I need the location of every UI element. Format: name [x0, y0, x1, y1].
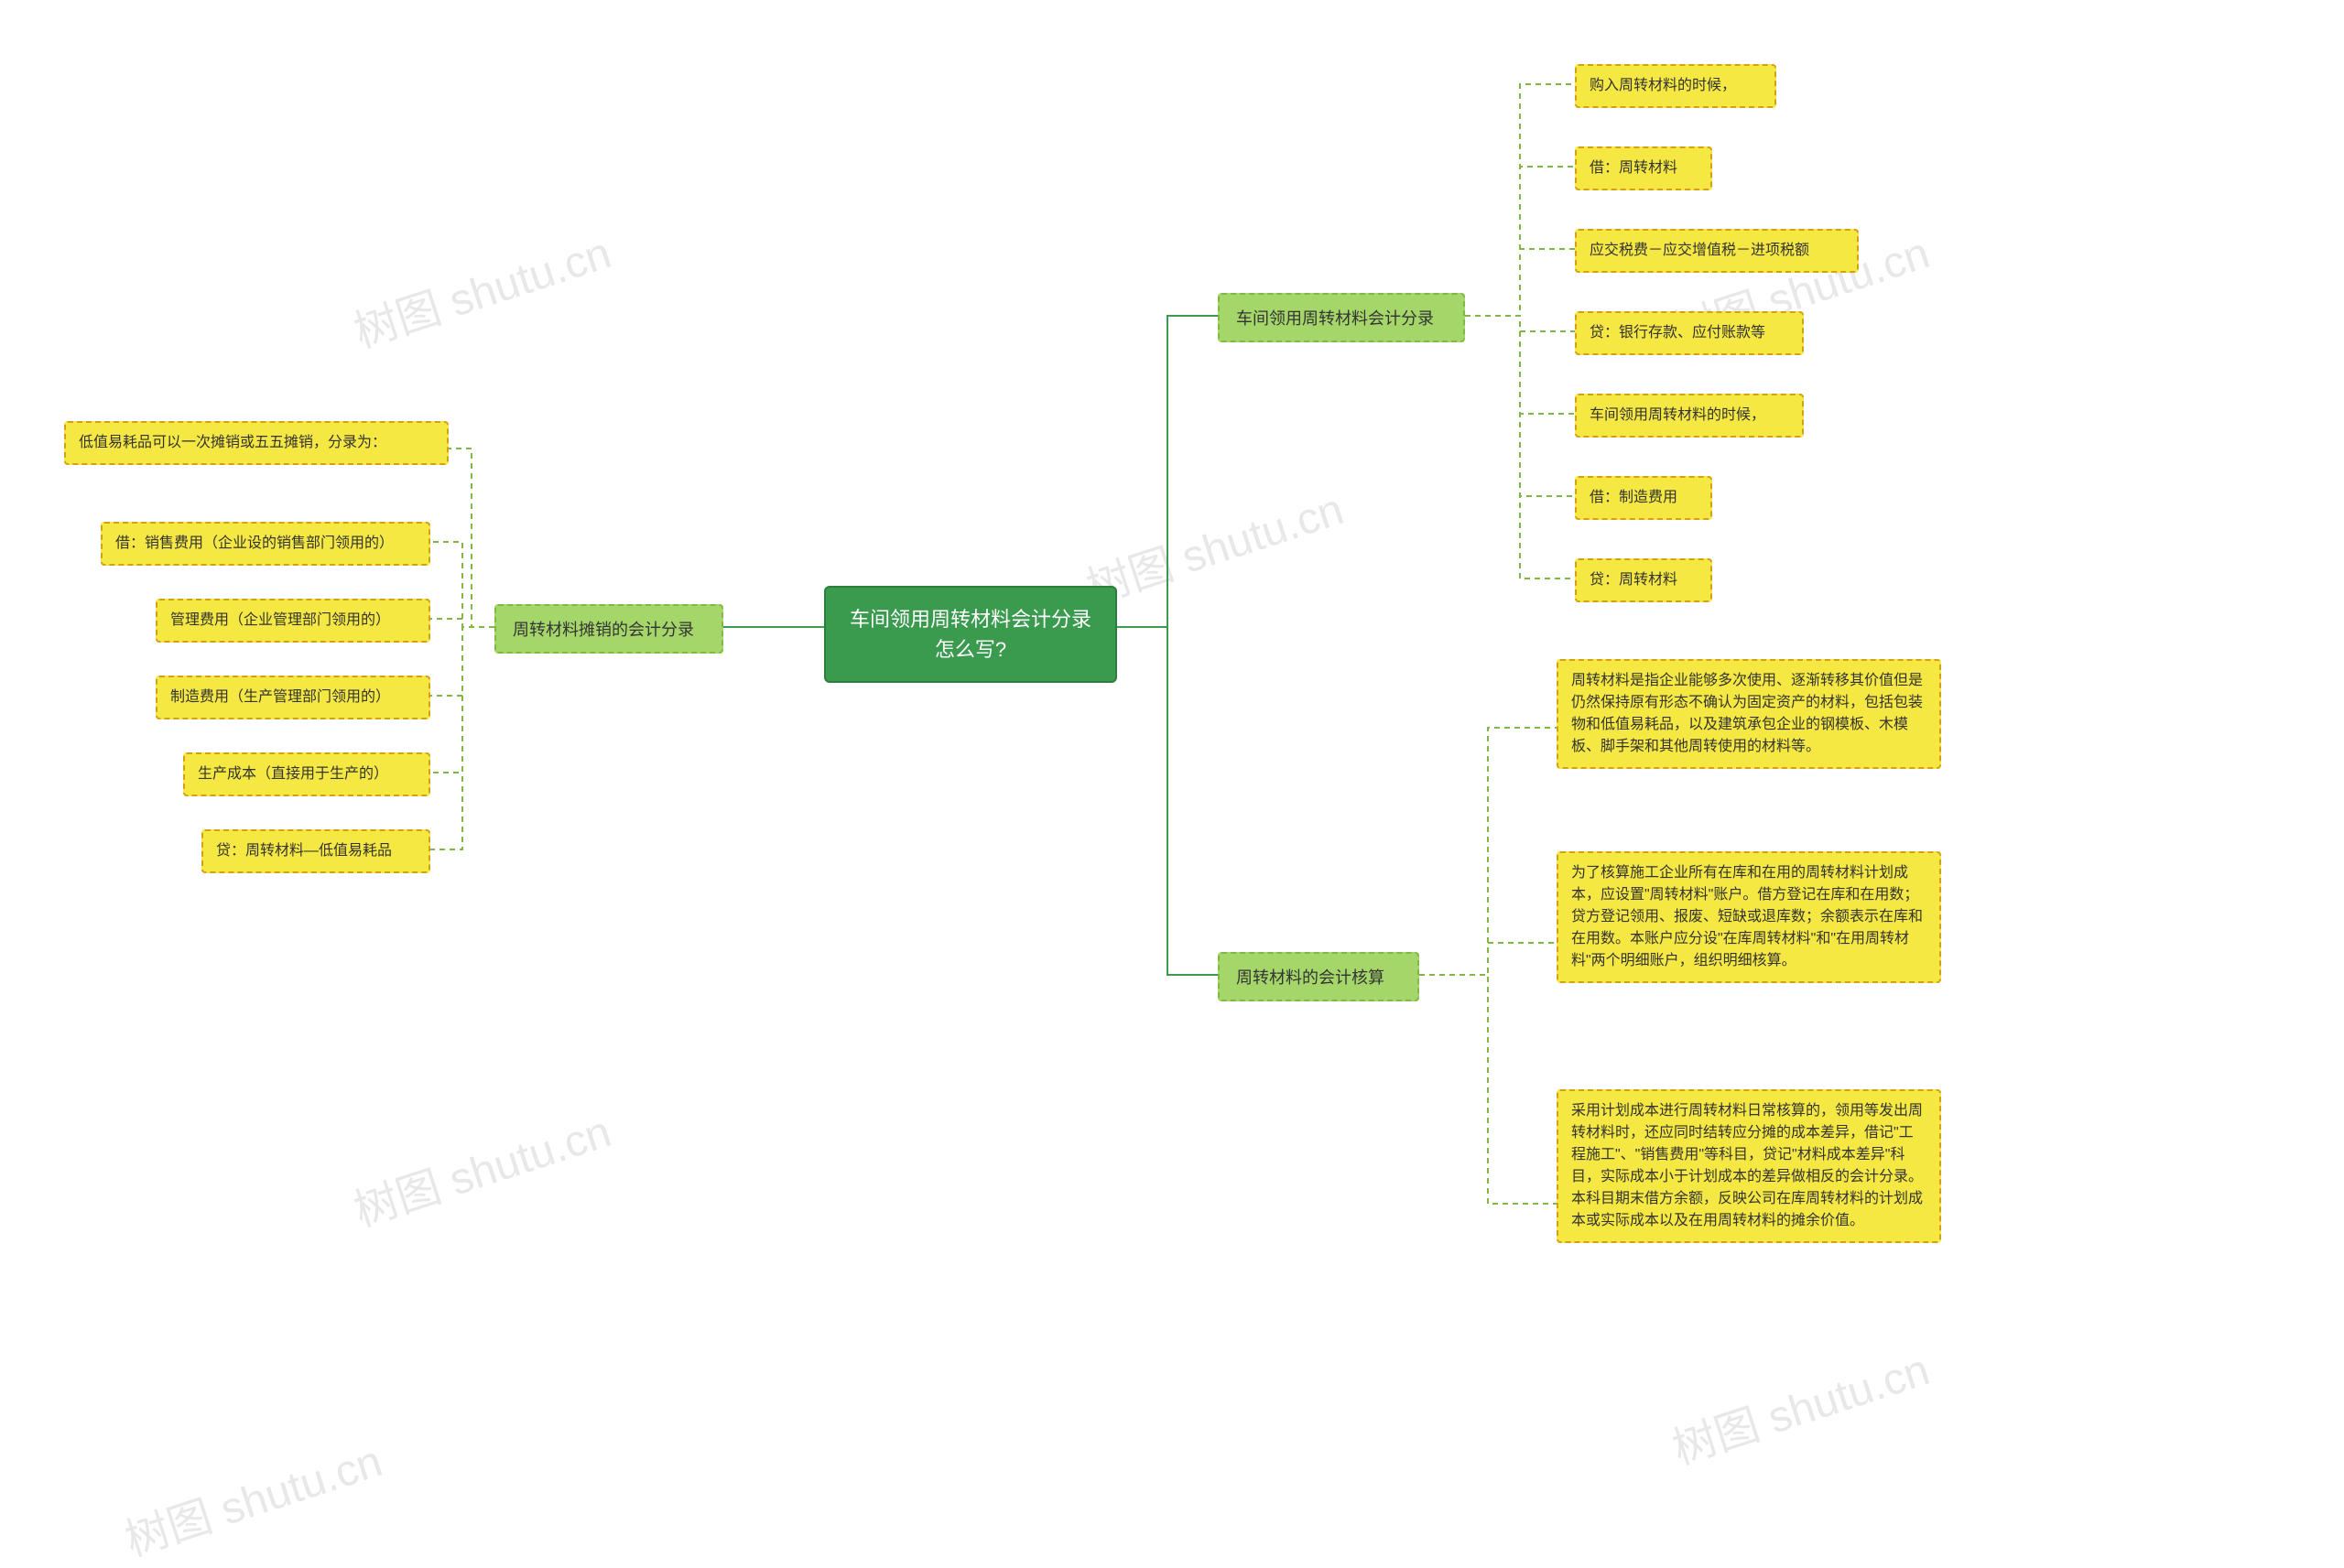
leaf-node: 车间领用周转材料的时候，: [1575, 394, 1804, 438]
leaf-node: 借：周转材料: [1575, 146, 1712, 190]
leaf-node: 管理费用（企业管理部门领用的）: [156, 599, 430, 643]
leaf-node: 贷：银行存款、应付账款等: [1575, 311, 1804, 355]
leaf-node: 周转材料是指企业能够多次使用、逐渐转移其价值但是仍然保持原有形态不确认为固定资产…: [1557, 659, 1941, 769]
leaf-node: 应交税费－应交增值税－进项税额: [1575, 229, 1859, 273]
leaf-node: 低值易耗品可以一次摊销或五五摊销，分录为：: [64, 421, 449, 465]
leaf-node: 为了核算施工企业所有在库和在用的周转材料计划成本，应设置"周转材料"账户。借方登…: [1557, 851, 1941, 983]
leaf-node: 借：制造费用: [1575, 476, 1712, 520]
branch-node: 车间领用周转材料会计分录: [1218, 293, 1465, 342]
branch-node: 周转材料摊销的会计分录: [494, 604, 723, 654]
leaf-node: 生产成本（直接用于生产的）: [183, 752, 430, 796]
leaf-node: 采用计划成本进行周转材料日常核算的，领用等发出周转材料时，还应同时结转应分摊的成…: [1557, 1089, 1941, 1243]
leaf-node: 贷：周转材料: [1575, 558, 1712, 602]
leaf-node: 制造费用（生产管理部门领用的）: [156, 676, 430, 719]
leaf-node: 购入周转材料的时候，: [1575, 64, 1776, 108]
root-node: 车间领用周转材料会计分录怎么写?: [824, 586, 1117, 683]
leaf-node: 贷：周转材料—低值易耗品: [201, 829, 430, 873]
branch-node: 周转材料的会计核算: [1218, 952, 1419, 1001]
leaf-node: 借：销售费用（企业设的销售部门领用的）: [101, 522, 430, 566]
